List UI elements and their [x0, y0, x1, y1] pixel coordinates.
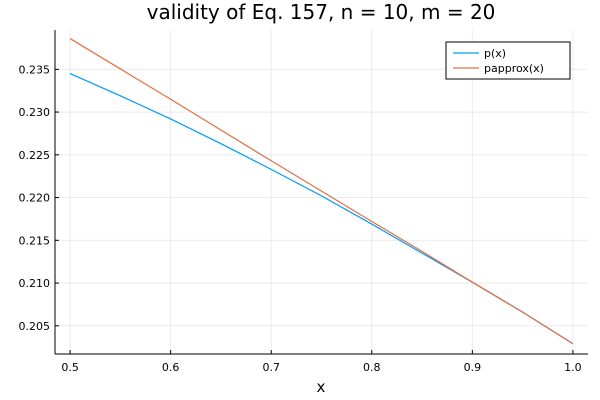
legend-entry-label: papprox(x): [484, 62, 544, 75]
legend-box: [445, 41, 571, 80]
series-line-p-x-: [69, 73, 574, 345]
y-tick-label: 0.205: [19, 320, 51, 333]
y-tick-label: 0.225: [19, 149, 51, 162]
x-axis-label: x: [317, 378, 326, 396]
legend: p(x) papprox(x): [445, 41, 571, 80]
series-line-papprox-x-: [69, 38, 574, 345]
x-tick-label: 0.5: [61, 361, 79, 374]
y-tick-label: 0.220: [19, 192, 51, 205]
series-lines: [69, 38, 574, 345]
x-tick-label: 0.6: [162, 361, 180, 374]
legend-entry-label: p(x): [484, 47, 506, 60]
tick-labels: 0.5 0.6 0.7 0.8 0.9 1.0 0.205 0.210 0.215 0.220 0.…: [19, 63, 582, 374]
axes: [54, 30, 588, 355]
y-tick-label: 0.230: [19, 106, 51, 119]
y-tick-label: 0.235: [19, 63, 51, 76]
y-tick-label: 0.210: [19, 277, 51, 290]
y-tick-label: 0.215: [19, 234, 51, 247]
x-tick-label: 0.7: [262, 361, 280, 374]
x-tick-label: 1.0: [564, 361, 582, 374]
x-tick-label: 0.9: [464, 361, 482, 374]
chart-title: validity of Eq. 157, n = 10, m = 20: [147, 0, 496, 24]
x-tick-label: 0.8: [363, 361, 381, 374]
